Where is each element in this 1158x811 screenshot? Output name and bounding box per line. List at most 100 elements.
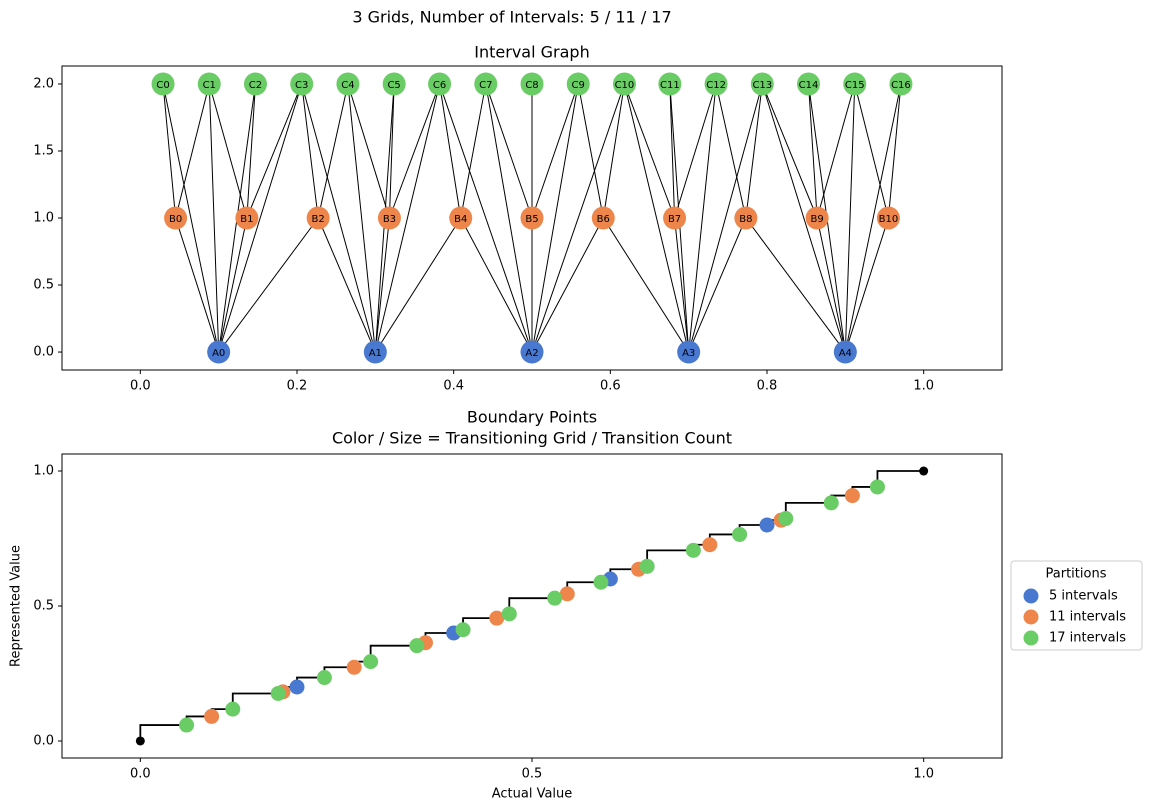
node [197,72,221,96]
edge [688,83,717,353]
edge [674,217,690,353]
node-label: C7 [479,80,492,91]
node [449,206,473,230]
node [750,72,774,96]
edge [485,83,533,219]
node [243,72,267,96]
node-label: C10 [615,80,635,91]
axes-title: Color / Size = Transitioning Grid / Tran… [332,429,732,448]
node-label: A0 [212,348,225,359]
point [346,659,362,675]
edge [844,217,889,353]
edge [388,83,441,219]
axes-frame [61,453,1003,759]
axes-title: Boundary Points [467,408,597,427]
x-tick-label: 1.0 [913,767,934,782]
edge [602,83,625,219]
node-label: C2 [249,80,262,91]
node-label: C13 [752,80,772,91]
edge [844,83,856,353]
node-label: B9 [811,214,824,225]
edge [715,83,747,219]
x-tick-label: 0.0 [130,767,151,782]
edge [347,83,376,353]
edge [175,217,220,353]
point [409,638,425,654]
edge [218,217,248,353]
edge [439,83,533,353]
edge [844,83,902,353]
point [593,574,609,590]
edge [246,83,303,219]
legend-label: 5 intervals [1049,589,1118,604]
node [833,340,857,364]
x-tick-label: 0.4 [443,379,464,394]
x-tick-label: 0.2 [287,379,308,394]
node-label: B1 [240,214,253,225]
node-label: B8 [739,214,752,225]
node-label: A4 [839,348,852,359]
node [207,340,231,364]
node-label: C6 [433,80,446,91]
edge [808,83,818,219]
node [843,72,867,96]
edge [531,83,579,219]
node-label: B0 [169,214,182,225]
edge [317,217,376,353]
y-tick-label: 1.0 [33,211,54,226]
edge [374,217,390,353]
node [336,72,360,96]
node-label: A2 [525,348,538,359]
node [164,206,188,230]
y-tick-label: 0.0 [33,733,54,748]
point [270,685,286,701]
node-label: C8 [525,80,538,91]
point [823,495,839,511]
edge [531,83,625,353]
point [489,610,505,626]
node [151,72,175,96]
edge [439,83,462,219]
node-label: B3 [383,214,396,225]
edge [374,217,462,353]
node [805,206,829,230]
point [204,708,220,724]
node [876,206,900,230]
node [520,206,544,230]
node-label: A1 [369,348,382,359]
node-label: C16 [891,80,911,91]
y-axis-label: Represented Value [9,545,24,667]
node [235,206,259,230]
edge [688,217,747,353]
edge [460,83,487,219]
x-tick-label: 0.8 [757,379,778,394]
edge [602,217,690,353]
legend-label: 17 intervals [1049,631,1126,646]
figure-title: 3 Grids, Number of Intervals: 5 / 11 / 1… [352,8,671,27]
node [734,206,758,230]
y-tick-label: 0.5 [33,599,54,614]
node [474,72,498,96]
node [566,72,590,96]
edge [761,83,818,219]
node-label: C14 [799,80,819,91]
edge [246,83,256,219]
node-label: B6 [597,214,610,225]
legend: Partitions 5 intervals 11 intervals 17 inte… [1010,560,1143,651]
edge [816,217,846,353]
edge [816,83,856,219]
node-label: C9 [572,80,585,91]
point [225,701,241,717]
legend-box [1010,560,1143,651]
node [306,206,330,230]
edge [301,83,376,353]
node-label: B7 [668,214,681,225]
endpoint [135,736,145,746]
edge [669,83,676,219]
node-label: B5 [525,214,538,225]
node [663,206,687,230]
node-label: A3 [682,348,695,359]
x-tick-label: 0.0 [130,379,151,394]
legend-label: 11 intervals [1049,610,1126,625]
